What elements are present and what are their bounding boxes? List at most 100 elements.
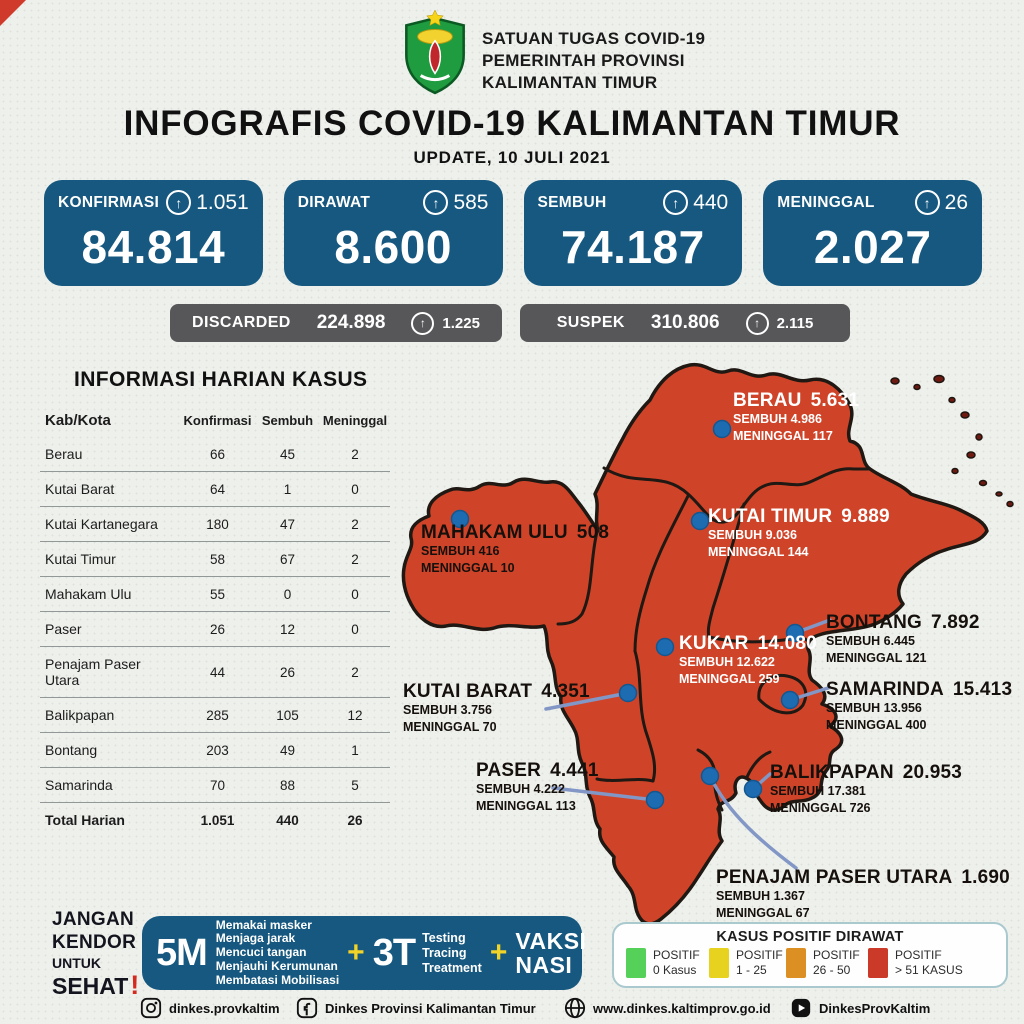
region-label-bontang: BONTANG 7.892 SEMBUH 6.445 MENINGGAL 121 bbox=[826, 612, 980, 666]
table-total-row: Total Harian 1.051 440 26 bbox=[40, 803, 390, 838]
table-row: Kutai Kartanegara 180 47 2 bbox=[40, 507, 390, 542]
corner-decoration bbox=[0, 0, 26, 26]
region-name: BONTANG bbox=[826, 612, 923, 633]
col-konfirmasi: Konfirmasi bbox=[183, 413, 252, 428]
cell-konfirmasi: 66 bbox=[209, 446, 226, 462]
city-marker-paser bbox=[645, 790, 665, 810]
cell-konfirmasi: 64 bbox=[209, 481, 226, 497]
cell-meninggal: 0 bbox=[351, 586, 359, 602]
cell-name: Balikpapan bbox=[45, 707, 115, 723]
cell-sembuh: 45 bbox=[279, 446, 296, 462]
instagram-icon bbox=[140, 997, 162, 1019]
cell-meninggal: 0 bbox=[351, 481, 359, 497]
region-meninggal: MENINGGAL 726 bbox=[770, 800, 871, 815]
region-meninggal: MENINGGAL 10 bbox=[421, 560, 515, 575]
up-arrow-icon: ↑ bbox=[166, 190, 192, 215]
page-title: INFOGRAFIS COVID-19 KALIMANTAN TIMUR bbox=[123, 104, 901, 143]
islands bbox=[890, 374, 1014, 508]
provincial-emblem-logo bbox=[405, 10, 465, 95]
region-sembuh: SEMBUH 9.036 bbox=[708, 528, 797, 542]
stat-label: MENINGGAL bbox=[777, 193, 875, 211]
cell-konfirmasi: 55 bbox=[209, 586, 226, 602]
region-sembuh: SEMBUH 1.367 bbox=[716, 889, 805, 903]
city-marker-kutai-timur bbox=[690, 511, 710, 531]
legend-item: POSITIF 0 Kasus bbox=[626, 948, 700, 978]
cell-name: Paser bbox=[45, 621, 82, 637]
city-marker-berau bbox=[712, 419, 732, 439]
org-line-3: KALIMANTAN TIMUR bbox=[482, 73, 658, 92]
stat-delta: 1.051 bbox=[196, 190, 249, 214]
label-vaksinasi: VAKSI NASI bbox=[515, 928, 587, 978]
list-item: Memakai masker bbox=[215, 917, 312, 932]
region-sembuh: SEMBUH 4.222 bbox=[476, 782, 565, 796]
region-label-mahakam-ulu: MAHAKAM ULU 508 SEMBUH 416 MENINGGAL 10 bbox=[421, 522, 609, 576]
stat-cards: KONFIRMASI ↑ 1.051 84.814 DIRAWAT ↑ 585 8.… bbox=[44, 180, 982, 286]
city-marker-kukar bbox=[655, 637, 675, 657]
social-facebook[interactable]: Dinkes Provinsi Kalimantan Timur bbox=[296, 997, 536, 1019]
map-svg bbox=[401, 362, 1014, 926]
region-total: 5.631 bbox=[810, 390, 860, 411]
social-instagram[interactable]: dinkes.provkaltim bbox=[140, 997, 280, 1019]
district-borders bbox=[556, 466, 870, 812]
city-marker-mahakam-ulu bbox=[450, 509, 470, 529]
org-name-block: SATUAN TUGAS COVID-19 PEMERINTAH PROVINS… bbox=[482, 28, 705, 94]
legend-item: POSITIF > 51 KASUS bbox=[868, 948, 963, 978]
legend-item: POSITIF 26 - 50 bbox=[786, 948, 860, 978]
table-row: Balikpapan 285 105 12 bbox=[40, 698, 390, 733]
stat-card-meninggal: MENINGGAL ↑ 26 2.027 bbox=[763, 180, 982, 286]
region-meninggal: MENINGGAL 144 bbox=[708, 544, 809, 559]
cell-sembuh: 12 bbox=[279, 621, 296, 637]
cell-sembuh: 49 bbox=[279, 742, 296, 758]
stat-delta: 26 bbox=[944, 190, 968, 214]
table-row: Samarinda 70 88 5 bbox=[40, 768, 390, 803]
social-youtube[interactable]: DinkesProvKaltim bbox=[790, 997, 930, 1019]
website-link[interactable]: www.dinkes.kaltimprov.go.id bbox=[564, 997, 771, 1019]
region-sembuh: SEMBUH 4.986 bbox=[733, 412, 822, 426]
list-item: Testing bbox=[422, 930, 466, 945]
stat-card-konfirmasi: KONFIRMASI ↑ 1.051 84.814 bbox=[44, 180, 263, 286]
region-total: 4.441 bbox=[550, 760, 599, 781]
org-line-2: PEMERINTAH PROVINSI bbox=[482, 51, 685, 70]
cell-meninggal: 2 bbox=[351, 551, 359, 567]
region-total: 508 bbox=[576, 522, 610, 543]
facebook-icon bbox=[296, 997, 318, 1019]
cell-konfirmasi: 285 bbox=[206, 707, 229, 723]
cell-sembuh: 1 bbox=[283, 481, 292, 497]
campaign-banner: 5M Memakai masker Menjaga jarak Mencuci … bbox=[142, 916, 586, 990]
social-handle: DinkesProvKaltim bbox=[819, 1000, 931, 1016]
list-item: Mencuci tangan bbox=[215, 945, 307, 960]
cell-meninggal: 26 bbox=[347, 812, 363, 828]
org-line-1: SATUAN TUGAS COVID-19 bbox=[482, 29, 706, 48]
slogan: JANGAN KENDOR UNTUK SEHAT! bbox=[52, 908, 139, 1000]
daily-cases-section: INFORMASI HARIAN KASUS Kab/Kota Konfirma… bbox=[40, 368, 392, 837]
table-row: Mahakam Ulu 55 0 0 bbox=[40, 577, 390, 612]
region-name: SAMARINDA bbox=[826, 679, 944, 700]
table-row: Kutai Timur 58 67 2 bbox=[40, 542, 390, 577]
up-arrow-icon: ↑ bbox=[914, 190, 940, 215]
pill-value: 224.898 bbox=[316, 312, 386, 333]
list-item: Tracing bbox=[422, 945, 467, 960]
social-handle: dinkes.provkaltim bbox=[169, 1000, 280, 1016]
cell-konfirmasi: 70 bbox=[209, 777, 226, 793]
city-markers bbox=[450, 419, 805, 810]
up-arrow-icon: ↑ bbox=[745, 311, 769, 335]
cell-meninggal: 0 bbox=[351, 621, 359, 637]
legend-title: KASUS POSITIF DIRAWAT bbox=[716, 929, 904, 945]
list-3t: Testing Tracing Treatment bbox=[422, 931, 482, 976]
region-total: 7.892 bbox=[931, 612, 980, 633]
cell-name: Kutai Kartanegara bbox=[45, 516, 158, 532]
region-name: KUTAI BARAT bbox=[403, 681, 533, 702]
cell-name: Berau bbox=[45, 446, 83, 462]
region-meninggal: MENINGGAL 121 bbox=[826, 650, 927, 665]
region-label-berau: BERAU 5.631 SEMBUH 4.986 MENINGGAL 117 bbox=[733, 390, 859, 444]
cell-name: Kutai Timur bbox=[45, 551, 116, 567]
region-label-penajam-paser-utara: PENAJAM PASER UTARA 1.690 SEMBUH 1.367 ME… bbox=[716, 867, 1010, 921]
cell-name: Samarinda bbox=[45, 777, 113, 793]
pill-label: SUSPEK bbox=[556, 314, 625, 331]
plus-icon: + bbox=[347, 936, 365, 969]
pill-label: DISCARDED bbox=[192, 314, 291, 331]
region-sembuh: SEMBUH 17.381 bbox=[770, 784, 866, 798]
region-sembuh: SEMBUH 13.956 bbox=[826, 701, 922, 715]
cell-meninggal: 5 bbox=[351, 777, 359, 793]
